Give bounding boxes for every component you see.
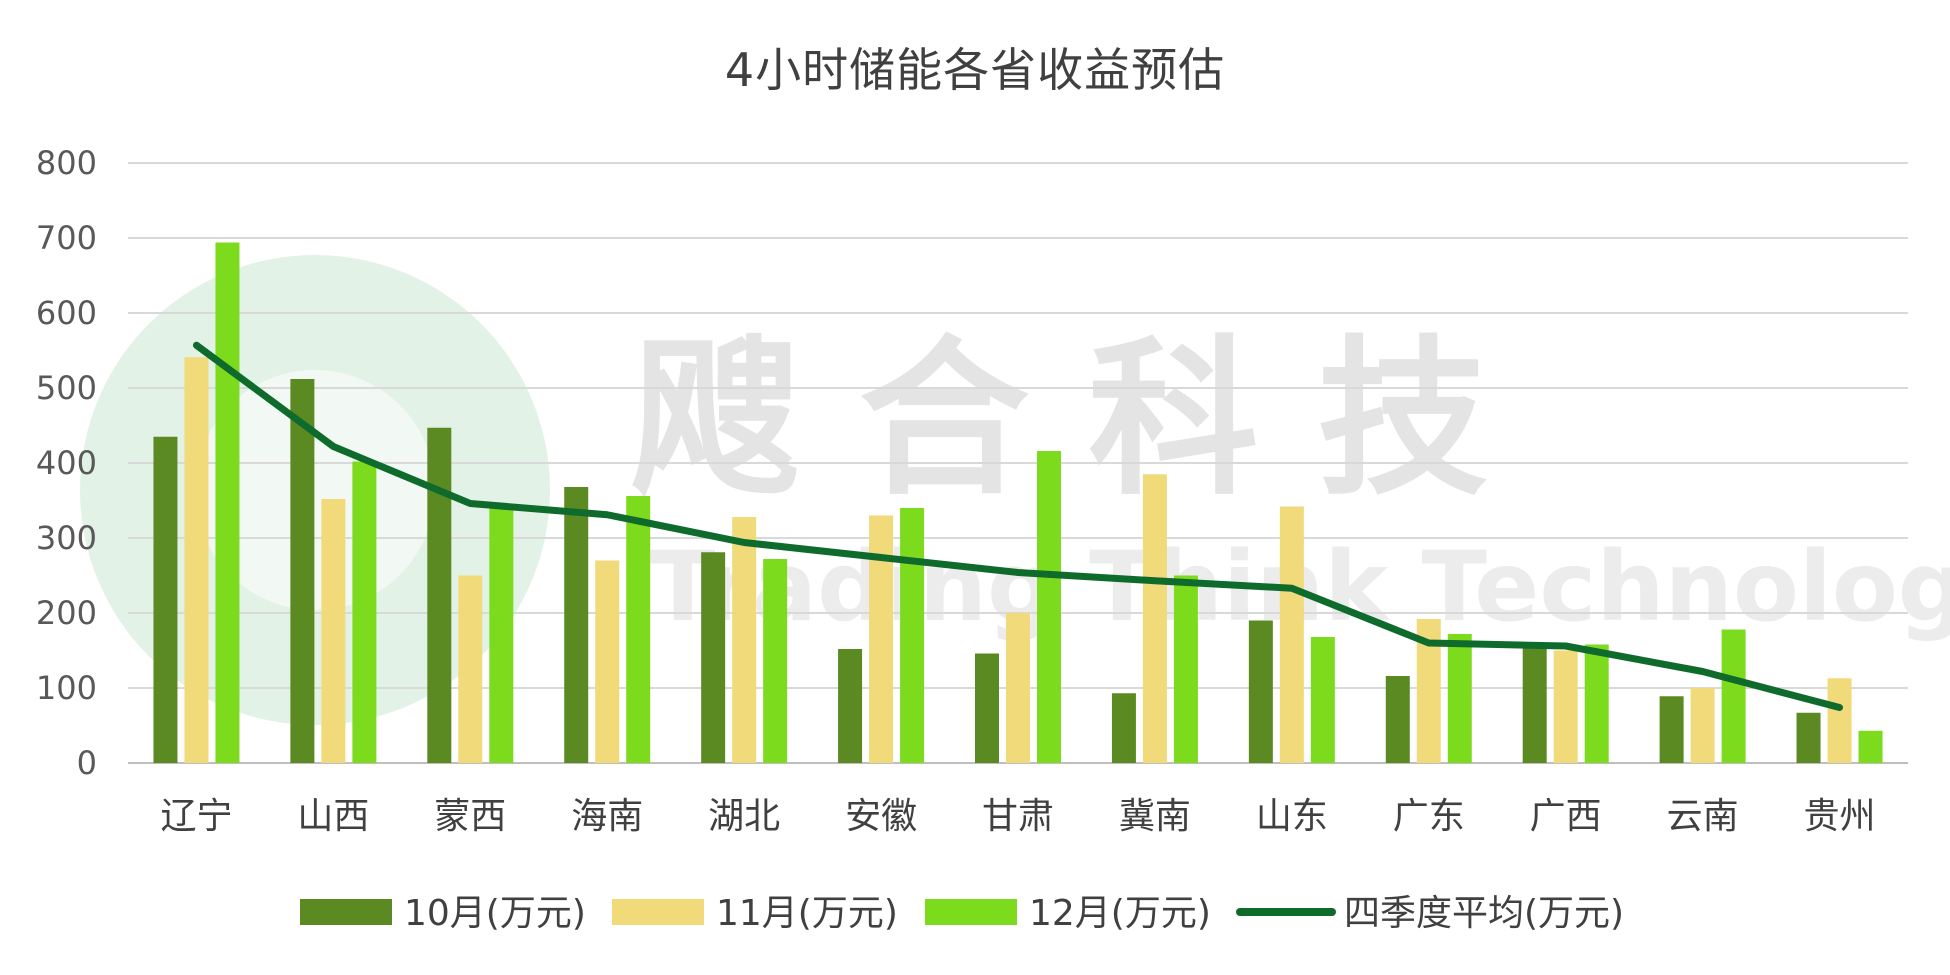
bar-11m-2 (458, 575, 483, 763)
y-tick-label: 400 (36, 444, 97, 482)
legend-label: 11月(万元) (716, 893, 898, 934)
legend-swatch (612, 899, 704, 925)
bar-11m-8 (1279, 506, 1304, 763)
x-category-label: 蒙西 (434, 796, 506, 837)
bar-10m-1 (290, 379, 315, 763)
y-tick-label: 800 (36, 144, 97, 182)
bar-10m-3 (564, 487, 589, 763)
x-category-label: 安徽 (845, 796, 917, 837)
bar-11m-1 (321, 499, 346, 763)
bar-11m-3 (595, 560, 620, 763)
bar-12m-10 (1584, 644, 1609, 763)
bar-11m-6 (1006, 613, 1030, 763)
bar-12m-9 (1447, 634, 1472, 763)
bar-10m-12 (1796, 712, 1821, 763)
x-category-label: 广东 (1393, 796, 1465, 837)
y-tick-label: 200 (36, 594, 97, 632)
bar-10m-5 (838, 649, 863, 763)
bar-11m-10 (1553, 650, 1578, 763)
bar-12m-3 (626, 496, 651, 763)
bar-10m-10 (1522, 643, 1547, 763)
y-tick-label: 600 (36, 294, 97, 332)
x-category-label: 冀南 (1119, 796, 1191, 837)
bar-11m-5 (869, 515, 894, 763)
bar-12m-4 (763, 559, 788, 763)
x-category-label: 辽宁 (160, 796, 232, 837)
y-tick-label: 0 (77, 744, 97, 782)
x-category-label: 甘肃 (982, 796, 1054, 837)
bar-11m-7 (1142, 474, 1167, 763)
bar-11m-4 (732, 517, 757, 763)
chart-title: 4小时储能各省收益预估 (724, 43, 1226, 97)
bar-12m-5 (900, 508, 925, 763)
legend-label: 10月(万元) (404, 893, 586, 934)
y-tick-label: 700 (36, 219, 97, 257)
bar-12m-8 (1310, 637, 1335, 763)
legend-label: 四季度平均(万元) (1344, 893, 1624, 934)
legend-label: 12月(万元) (1029, 893, 1211, 934)
legend: 10月(万元) 11月(万元) 12月(万元) 四季度平均(万元) (300, 893, 1624, 934)
legend-swatch (925, 899, 1017, 925)
bar-12m-12 (1858, 730, 1883, 763)
bars (153, 242, 1883, 763)
y-tick-label: 500 (36, 369, 97, 407)
bar-10m-6 (975, 653, 999, 763)
y-tick-label: 300 (36, 519, 97, 557)
bar-11m-12 (1827, 678, 1852, 763)
bar-11m-0 (184, 357, 209, 763)
x-category-label: 湖北 (708, 796, 780, 837)
bar-12m-7 (1173, 575, 1198, 763)
y-axis-ticks: 0 100 200 300 400 500 600 700 800 (36, 144, 97, 782)
bar-10m-7 (1111, 693, 1136, 763)
bar-10m-2 (427, 427, 452, 763)
bar-10m-9 (1385, 676, 1410, 763)
bar-12m-6 (1037, 451, 1061, 763)
bar-12m-11 (1721, 629, 1746, 763)
bar-12m-1 (352, 461, 377, 763)
legend-swatch (300, 899, 392, 925)
x-category-label: 云南 (1667, 796, 1739, 837)
average-line (192, 341, 1844, 711)
y-tick-label: 100 (36, 669, 97, 707)
x-category-label: 广西 (1530, 796, 1602, 837)
x-category-label: 山西 (297, 796, 369, 837)
bar-12m-2 (489, 508, 514, 763)
bar-10m-8 (1248, 620, 1273, 763)
bar-10m-0 (153, 436, 178, 763)
x-category-label: 山东 (1256, 796, 1328, 837)
bar-11m-11 (1690, 688, 1715, 763)
bar-12m-0 (215, 242, 240, 763)
bar-10m-11 (1659, 696, 1684, 763)
x-category-label: 贵州 (1804, 796, 1876, 837)
bar-10m-4 (701, 552, 726, 763)
x-axis-categories: 辽宁 山西 蒙西 海南 湖北 安徽 甘肃 冀南 山东 广东 广西 云南 贵州 (160, 796, 1875, 837)
x-category-label: 海南 (571, 796, 643, 837)
